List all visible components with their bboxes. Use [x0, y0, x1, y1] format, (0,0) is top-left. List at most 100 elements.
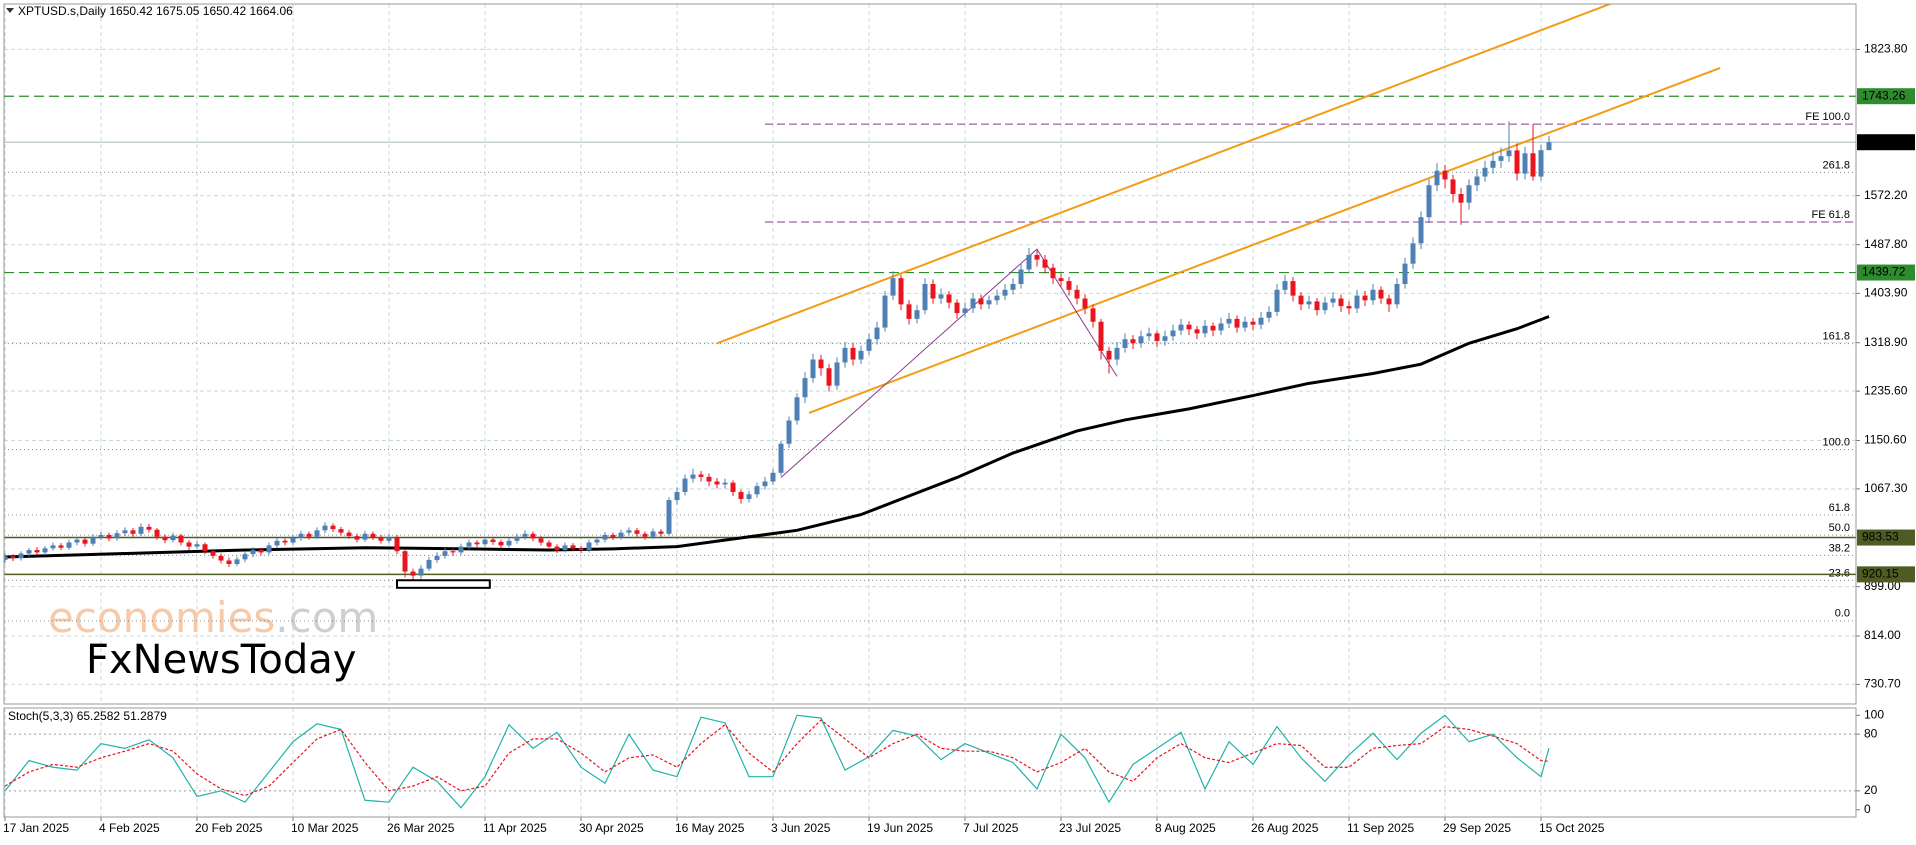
candle-body — [1106, 350, 1112, 360]
candle-body — [882, 295, 888, 328]
candle-body — [634, 530, 640, 534]
level-label: 1743.26 — [1862, 88, 1906, 102]
candle-body — [218, 555, 224, 561]
candle-body — [714, 481, 720, 485]
candle-body — [1506, 150, 1512, 157]
y-tick-label: 814.00 — [1864, 628, 1901, 642]
y-tick-label: 1150.60 — [1864, 433, 1907, 447]
candle-body — [970, 298, 976, 309]
candle-body — [458, 546, 464, 553]
candle-body — [682, 478, 688, 492]
stoch-tick-label: 20 — [1864, 783, 1878, 797]
candle-body — [1034, 254, 1040, 260]
candle-body — [818, 359, 824, 369]
level-tag — [1857, 529, 1915, 546]
stoch-title: Stoch(5,3,3) 65.2582 51.2879 — [8, 709, 167, 723]
candle-body — [1154, 333, 1160, 341]
candle-body — [194, 544, 200, 547]
candle-body — [1378, 289, 1384, 299]
candle-body — [1386, 298, 1392, 305]
candle-body — [586, 542, 592, 551]
candle-body — [210, 551, 216, 556]
candle-body — [1178, 324, 1184, 331]
candle-body — [1098, 321, 1104, 351]
candle-body — [130, 530, 136, 534]
y-tick-label: 1235.60 — [1864, 383, 1908, 397]
candle-body — [1250, 321, 1256, 325]
watermark-line1: economies.com — [48, 593, 378, 642]
fib-label: 0.0 — [1835, 608, 1850, 620]
candle-body — [858, 350, 864, 360]
candle-body — [578, 548, 584, 551]
candle-body — [98, 534, 104, 538]
candle-body — [1202, 325, 1208, 334]
candle-body — [842, 347, 848, 363]
fib-label: 100.0 — [1822, 436, 1850, 448]
candle-body — [426, 559, 432, 569]
candle-body — [1314, 301, 1320, 311]
candle-body — [1482, 167, 1488, 177]
fe-label: FE 61.8 — [1811, 209, 1850, 221]
candle-body — [1194, 329, 1200, 334]
candle-body — [322, 525, 328, 531]
menu-icon[interactable] — [6, 8, 14, 13]
candle-body — [506, 540, 512, 546]
y-tick-label: 1067.30 — [1864, 481, 1908, 495]
candle-body — [1066, 281, 1072, 290]
candle-body — [1002, 289, 1008, 296]
candle-body — [1466, 185, 1472, 203]
candle-body — [90, 537, 96, 544]
candle-body — [554, 546, 560, 551]
candle-body — [850, 347, 856, 360]
candle-body — [474, 542, 480, 545]
x-tick-label: 7 Jul 2025 — [963, 821, 1019, 835]
candle-body — [650, 531, 656, 537]
candle-body — [10, 556, 16, 559]
candle-body — [690, 474, 696, 479]
candle-body — [1474, 176, 1480, 186]
candle-body — [362, 533, 368, 540]
x-tick-label: 26 Aug 2025 — [1251, 821, 1319, 835]
level-tag — [1857, 264, 1915, 281]
x-tick-label: 8 Aug 2025 — [1155, 821, 1216, 835]
candle-body — [50, 545, 56, 549]
candle-body — [770, 472, 776, 482]
stoch-tick-label: 0 — [1864, 802, 1871, 816]
level-tag — [1857, 134, 1915, 151]
candle-body — [282, 540, 288, 543]
candle-body — [106, 534, 112, 539]
candle-body — [906, 304, 912, 319]
candle-body — [642, 533, 648, 537]
candle-body — [354, 536, 360, 540]
fib-label: 61.8 — [1829, 502, 1850, 514]
zigzag-line — [780, 248, 1118, 478]
level-tag — [1857, 88, 1915, 105]
candle-body — [226, 560, 232, 564]
candle-body — [1362, 295, 1368, 301]
channel-line — [716, 4, 1613, 345]
candle-body — [66, 542, 72, 548]
candle-body — [1402, 263, 1408, 284]
candle-body — [1058, 278, 1064, 282]
candle-body — [1170, 330, 1176, 337]
candle-body — [306, 533, 312, 537]
candle-body — [834, 362, 840, 386]
candle-body — [946, 294, 952, 303]
candle-body — [418, 568, 424, 576]
candle-body — [602, 534, 608, 540]
candle-body — [1498, 156, 1504, 161]
candle-body — [674, 491, 680, 501]
level-label: 920.15 — [1862, 567, 1899, 581]
candle-body — [1522, 153, 1528, 174]
candle-body — [58, 545, 64, 548]
candle-body — [1450, 179, 1456, 194]
candle-body — [250, 550, 256, 555]
candle-body — [570, 545, 576, 549]
candle-body — [1082, 298, 1088, 309]
stoch-signal — [4, 719, 1550, 797]
x-tick-label: 4 Feb 2025 — [99, 821, 160, 835]
candle-body — [1090, 308, 1096, 322]
candle-body — [1242, 321, 1248, 328]
